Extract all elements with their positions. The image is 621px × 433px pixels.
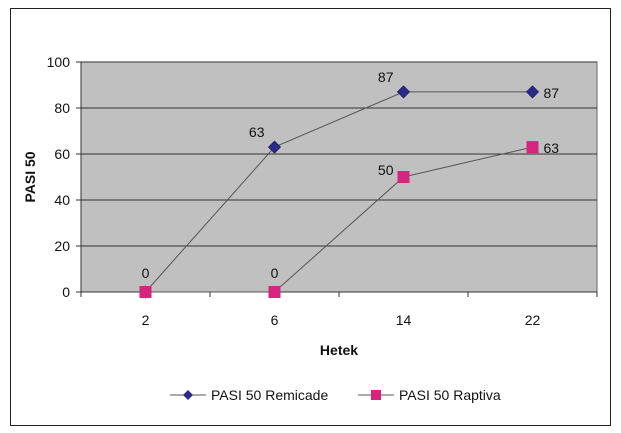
legend-label-remicade: PASI 50 Remicade (211, 387, 328, 403)
raptiva-point-6 (268, 286, 281, 298)
remicade-point-22 (525, 85, 540, 99)
legend-label-raptiva: PASI 50 Raptiva (399, 387, 501, 403)
series-line-1 (145, 146, 533, 293)
series-markers (138, 85, 540, 299)
series-lines (145, 91, 533, 293)
axes: 0 20 40 60 80 100 2 6 14 22 (47, 54, 598, 328)
raptiva-point-14 (397, 171, 410, 183)
raptiva-point-2 (139, 286, 152, 298)
series-line-0 (145, 91, 533, 293)
gridlines (81, 61, 597, 247)
x-tick-label-6: 6 (271, 312, 279, 328)
y-tick-label-100: 100 (47, 54, 71, 70)
y-tick-label-80: 80 (54, 100, 70, 116)
x-tick-label-14: 14 (396, 312, 412, 328)
legend-marker-raptiva (371, 390, 381, 400)
data-labels: 0 63 87 87 0 50 63 (142, 69, 560, 281)
data-label-remicade-14: 87 (378, 69, 394, 85)
plot-area (80, 61, 598, 293)
y-tick-label-40: 40 (54, 192, 70, 208)
y-tick-label-60: 60 (54, 146, 70, 162)
data-label-remicade-22: 87 (544, 85, 560, 101)
x-tick-label-22: 22 (525, 312, 541, 328)
data-label-raptiva-22: 63 (544, 140, 560, 156)
raptiva-point-22 (526, 141, 539, 154)
x-axis-title: Hetek (320, 342, 358, 358)
data-label-remicade-6: 63 (249, 124, 265, 140)
y-tick-label-0: 0 (62, 284, 70, 300)
legend: PASI 50 Remicade PASI 50 Raptiva (170, 387, 501, 403)
remicade-point-14 (396, 85, 411, 99)
data-label-remicade-2: 0 (142, 265, 150, 281)
legend-marker-remicade (183, 390, 193, 400)
data-label-raptiva-14: 50 (378, 162, 394, 178)
x-tick-label-2: 2 (142, 312, 150, 328)
y-tick-label-20: 20 (54, 238, 70, 254)
remicade-point-6 (267, 140, 282, 154)
data-label-raptiva-6: 0 (271, 265, 279, 281)
y-axis-title: PASI 50 (22, 151, 38, 202)
